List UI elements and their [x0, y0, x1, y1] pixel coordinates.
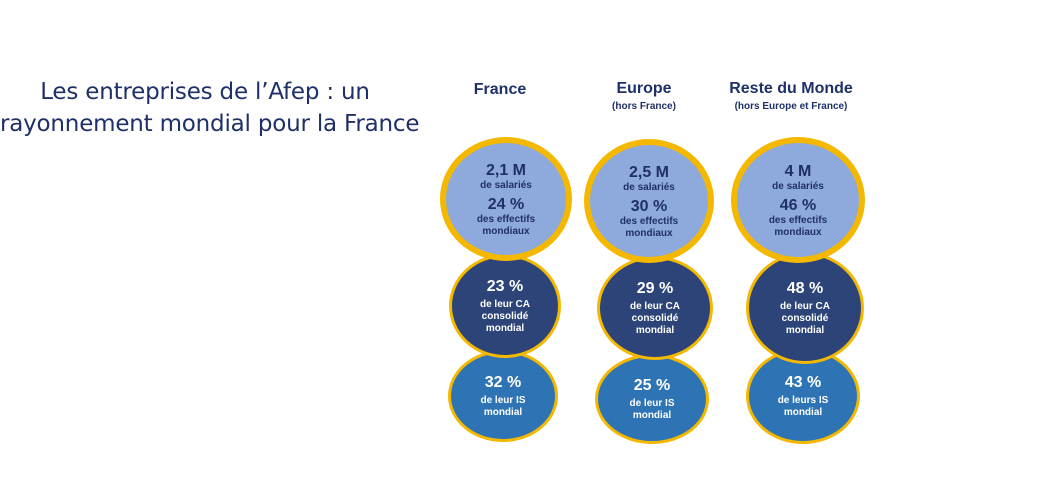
- circle-france-employees: 2,1 M de salariés 24 % des effectifs mon…: [440, 137, 572, 261]
- circle-france-tax: 32 % de leur IS mondial: [448, 350, 558, 442]
- circle-europe-revenue: 29 % de leur CA consolidé mondial: [597, 256, 713, 360]
- rest-of-world-revenue-label-3: mondial: [785, 325, 825, 336]
- europe-tax-label-2: mondial: [632, 410, 672, 421]
- europe-workforce-value: 30 %: [630, 197, 668, 215]
- rest-of-world-revenue-label-2: consolidé: [781, 313, 829, 324]
- france-tax-label-2: mondial: [483, 407, 523, 418]
- title-line-1: Les entreprises de l’Afep : un: [40, 79, 370, 105]
- france-tax-label-1: de leur IS: [480, 395, 526, 406]
- france-workforce-label-1: des effectifs: [476, 213, 536, 225]
- france-revenue-value: 23 %: [486, 278, 524, 295]
- header-europe-sub: (hors France): [612, 101, 676, 112]
- europe-tax-value: 25 %: [633, 377, 671, 394]
- circle-europe-employees: 2,5 M de salariés 30 % des effectifs mon…: [584, 139, 714, 263]
- rest-of-world-employees-label: de salariés: [772, 180, 824, 192]
- europe-revenue-value: 29 %: [636, 280, 674, 297]
- rest-of-world-workforce-label-2: mondiaux: [774, 226, 822, 238]
- header-france: France: [400, 81, 600, 99]
- europe-workforce-label-1: des effectifs: [619, 215, 679, 227]
- header-france-name: France: [473, 81, 527, 98]
- rest-of-world-revenue-label-1: de leur CA: [779, 301, 830, 312]
- rest-of-world-tax-label-1: de leurs IS: [777, 395, 829, 406]
- circle-rest-of-world-tax: 43 % de leurs IS mondial: [746, 348, 860, 444]
- europe-revenue-label-2: consolidé: [631, 313, 679, 324]
- page-title: Les entreprises de l’Afep : un rayonneme…: [0, 76, 420, 140]
- france-workforce-label-2: mondiaux: [482, 225, 530, 237]
- france-revenue-label-3: mondial: [485, 323, 525, 334]
- france-workforce-value: 24 %: [487, 195, 525, 213]
- rest-of-world-tax-label-2: mondial: [783, 407, 823, 418]
- circle-rest-of-world-revenue: 48 % de leur CA consolidé mondial: [746, 252, 864, 364]
- rest-of-world-workforce-label-1: des effectifs: [768, 214, 828, 226]
- circle-europe-tax: 25 % de leur IS mondial: [595, 354, 709, 444]
- header-europe-name: Europe: [616, 80, 672, 97]
- header-rest-of-world-name: Reste du Monde: [729, 80, 853, 97]
- europe-revenue-label-3: mondial: [635, 325, 675, 336]
- header-rest-of-world: Reste du Monde (hors Europe et France): [691, 80, 891, 114]
- circle-rest-of-world-employees: 4 M de salariés 46 % des effectifs mondi…: [731, 137, 865, 263]
- rest-of-world-workforce-value: 46 %: [779, 196, 817, 214]
- france-employees-label: de salariés: [480, 179, 532, 191]
- europe-revenue-label-1: de leur CA: [629, 301, 680, 312]
- france-revenue-label-1: de leur CA: [479, 299, 530, 310]
- europe-employees-value: 2,5 M: [628, 163, 669, 181]
- header-europe: Europe (hors France): [544, 80, 744, 114]
- europe-employees-label: de salariés: [623, 181, 675, 193]
- europe-tax-label-1: de leur IS: [629, 398, 675, 409]
- title-line-2: rayonnement mondial pour la France: [0, 111, 420, 137]
- rest-of-world-revenue-value: 48 %: [786, 280, 824, 297]
- header-rest-of-world-sub: (hors Europe et France): [734, 101, 848, 112]
- rest-of-world-tax-value: 43 %: [784, 374, 822, 391]
- france-tax-value: 32 %: [484, 374, 522, 391]
- france-employees-value: 2,1 M: [485, 161, 526, 179]
- rest-of-world-employees-value: 4 M: [784, 162, 812, 180]
- europe-workforce-label-2: mondiaux: [625, 227, 673, 239]
- circle-france-revenue: 23 % de leur CA consolidé mondial: [449, 254, 561, 358]
- france-revenue-label-2: consolidé: [481, 311, 529, 322]
